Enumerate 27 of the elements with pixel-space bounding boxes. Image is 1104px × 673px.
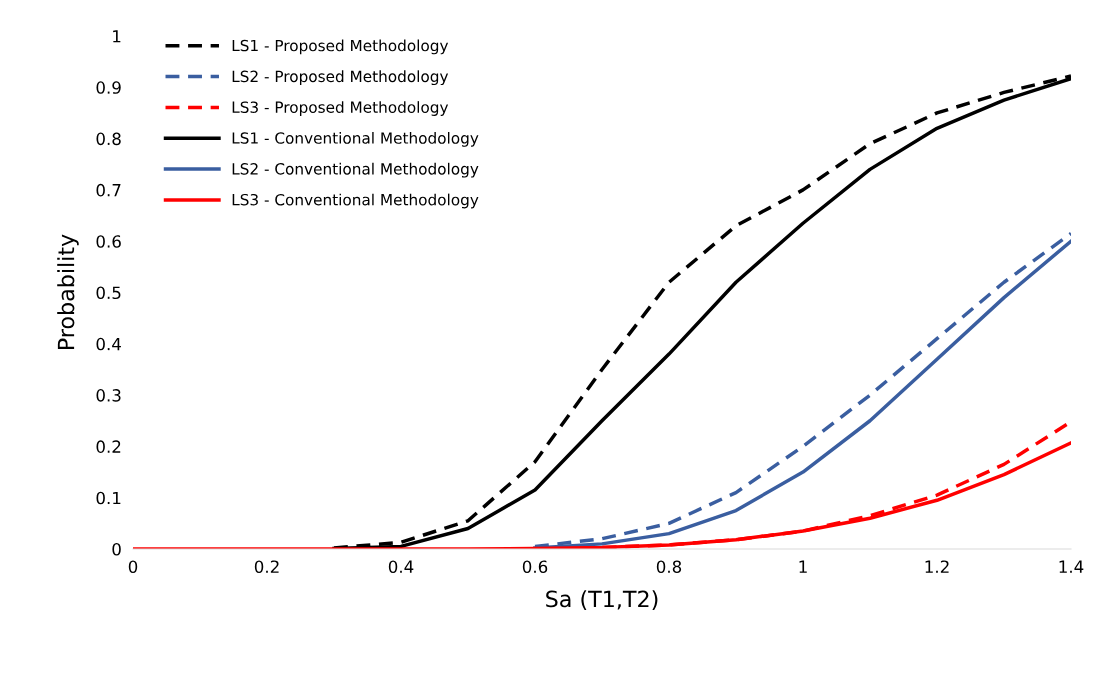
x-axis-title: Sa (T1,T2) bbox=[546, 590, 658, 610]
y-tick-label: 0 bbox=[112, 542, 121, 556]
x-tick-label: 0.4 bbox=[388, 560, 414, 574]
legend-label: LS2 - Proposed Methodology bbox=[232, 70, 449, 86]
x-tick-label: 0.6 bbox=[522, 560, 548, 574]
y-tick-label: 1 bbox=[113, 30, 121, 43]
x-tick-label: 1.2 bbox=[925, 560, 949, 573]
legend-label: LS1 - Conventional Methodology bbox=[232, 131, 479, 147]
y-axis-title: Probability bbox=[57, 234, 79, 350]
y-tick-label: 0.8 bbox=[96, 132, 121, 146]
x-tick-label: 1 bbox=[799, 560, 807, 573]
x-tick-label: 1.4 bbox=[1059, 560, 1084, 573]
x-tick-label: 0.8 bbox=[656, 560, 682, 574]
legend-label: LS1 - Proposed Methodology bbox=[232, 39, 449, 55]
y-tick-label: 0.3 bbox=[96, 389, 121, 402]
y-tick-label: 0.4 bbox=[96, 337, 121, 351]
y-tick-label: 0.7 bbox=[96, 183, 121, 197]
y-tick-label: 0.1 bbox=[96, 491, 121, 505]
y-tick-label: 0.9 bbox=[96, 81, 121, 94]
y-tick-label: 0.6 bbox=[96, 235, 121, 248]
x-tick-label: 0.2 bbox=[254, 560, 279, 574]
x-tick-label: 0 bbox=[128, 560, 138, 574]
y-tick-label: 0.5 bbox=[96, 286, 121, 300]
legend-label: LS2 - Conventional Methodology bbox=[232, 162, 479, 178]
legend-label: LS3 - Proposed Methodology bbox=[232, 101, 449, 116]
y-tick-label: 0.2 bbox=[96, 440, 121, 453]
legend-label: LS3 - Conventional Methodology bbox=[232, 193, 479, 209]
